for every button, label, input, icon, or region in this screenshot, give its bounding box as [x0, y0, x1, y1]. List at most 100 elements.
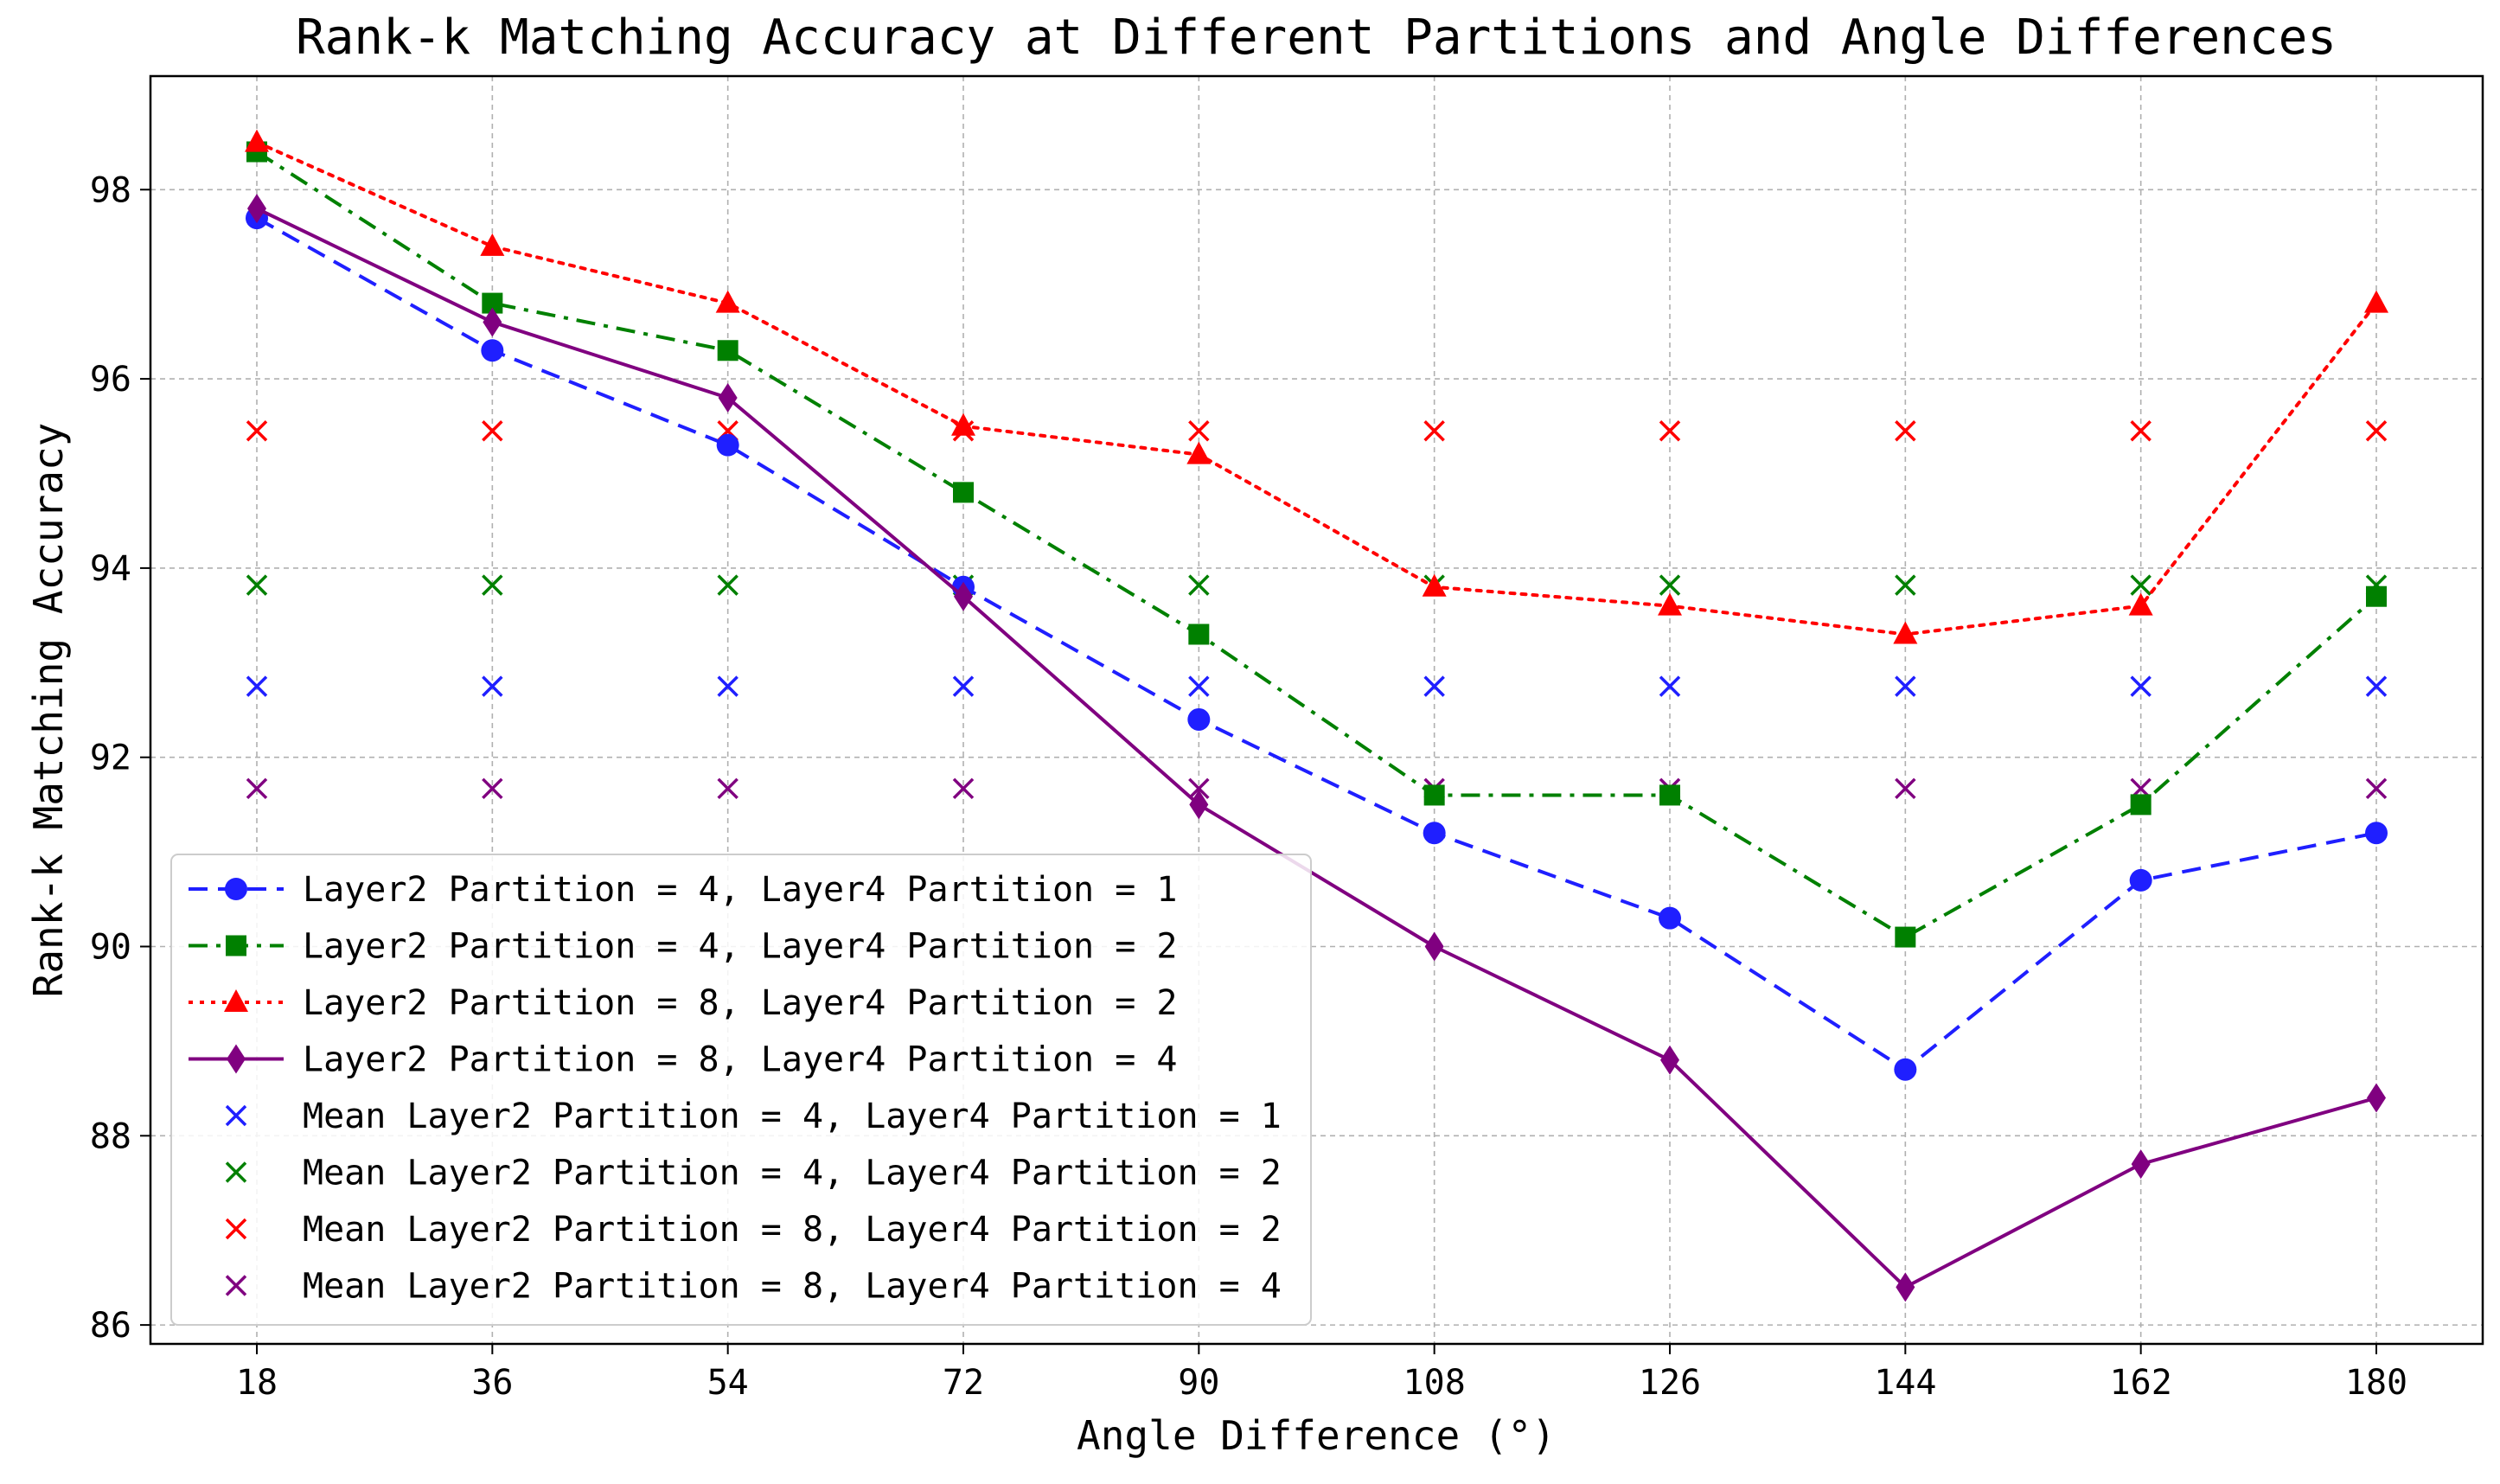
x-tick-label: 72 [943, 1363, 984, 1403]
series-4-point [483, 307, 502, 337]
mean-marker-4 [1895, 777, 1916, 800]
series-3-point [2364, 290, 2388, 313]
y-axis-label: Rank-k Matching Accuracy [25, 423, 72, 998]
series-4-point [1660, 1045, 1679, 1075]
series-1-point [1423, 822, 1446, 845]
x-tick-label: 90 [1178, 1363, 1219, 1403]
x-tick-label: 144 [1874, 1363, 1936, 1403]
x-tick-label: 18 [236, 1363, 278, 1403]
x-tick-label: 180 [2345, 1363, 2407, 1403]
x-tick-label: 162 [2110, 1363, 2172, 1403]
mean-marker-1 [717, 675, 738, 697]
y-tick-label: 94 [90, 549, 131, 589]
series-line-2 [255, 150, 2378, 939]
mean-marker-1 [952, 675, 975, 697]
y-tick-label: 96 [90, 360, 131, 400]
series-2-point [2366, 585, 2387, 607]
legend-entry: Mean Layer2 Partition = 8, Layer4 Partit… [225, 1267, 1282, 1307]
legend-label: Layer2 Partition = 4, Layer4 Partition =… [303, 927, 1177, 967]
series-2-point [1423, 784, 1445, 806]
series-1-point [481, 339, 504, 362]
series-3-point [480, 233, 505, 256]
mean-marker-1 [1423, 675, 1445, 697]
series-2-point [1188, 624, 1210, 645]
mean-marker-3 [1659, 420, 1681, 442]
mean-markers [246, 420, 2388, 800]
mean-marker-1 [2365, 675, 2388, 697]
x-axis-label: Angle Difference (°) [1077, 1412, 1556, 1459]
series-3-point [715, 290, 740, 313]
mean-marker-3 [2365, 420, 2388, 442]
mean-marker-2 [1659, 574, 1681, 596]
x-tick-label: 108 [1403, 1363, 1466, 1403]
legend-entry: Mean Layer2 Partition = 4, Layer4 Partit… [225, 1154, 1282, 1193]
series-1-point [1894, 1058, 1917, 1081]
series-4-point [2367, 1083, 2386, 1113]
series-4-point [1189, 790, 1209, 820]
legend-swatch-marker [224, 989, 248, 1012]
mean-marker-4 [1188, 777, 1210, 800]
series-1-point [1187, 707, 1211, 731]
legend-entry: Layer2 Partition = 4, Layer4 Partition =… [189, 870, 1177, 910]
mean-marker-2 [1188, 574, 1210, 596]
legend-entry: Mean Layer2 Partition = 4, Layer4 Partit… [225, 1097, 1282, 1136]
mean-marker-4 [717, 777, 738, 800]
legend-entry: Layer2 Partition = 4, Layer4 Partition =… [189, 927, 1177, 967]
mean-marker-1 [246, 675, 268, 697]
series-line-3 [255, 140, 2378, 636]
mean-marker-4 [952, 777, 975, 800]
mean-marker-1 [482, 675, 503, 697]
series-4-point [1896, 1272, 1915, 1302]
legend-label: Layer2 Partition = 8, Layer4 Partition =… [303, 983, 1177, 1023]
plot-area [149, 74, 2484, 1346]
y-tick-label: 88 [90, 1116, 131, 1156]
legend-swatch-marker [225, 878, 247, 900]
mean-marker-2 [1895, 574, 1916, 596]
series-4-point [718, 382, 738, 413]
mean-marker-4 [246, 777, 268, 800]
legend-label: Layer2 Partition = 8, Layer4 Partition =… [303, 1040, 1177, 1080]
series-line-4 [256, 207, 2377, 1289]
series-2-point [1895, 926, 1916, 948]
legend-swatch-marker [226, 935, 246, 956]
series-3-point [951, 413, 975, 436]
series-1-point [716, 433, 739, 457]
legend-entry: Layer2 Partition = 8, Layer4 Partition =… [189, 983, 1177, 1023]
mean-marker-2 [246, 574, 268, 596]
legend-label: Layer2 Partition = 4, Layer4 Partition =… [303, 870, 1177, 910]
mean-marker-2 [2130, 574, 2152, 596]
mean-marker-1 [1659, 675, 1681, 697]
x-tick-label: 36 [471, 1363, 513, 1403]
legend-label: Mean Layer2 Partition = 4, Layer4 Partit… [303, 1097, 1282, 1136]
series-3-point [1186, 441, 1212, 464]
mean-marker-4 [2365, 777, 2388, 800]
mean-marker-3 [246, 420, 268, 442]
series-2-point [717, 340, 738, 361]
legend-label: Mean Layer2 Partition = 8, Layer4 Partit… [303, 1267, 1282, 1307]
legend-swatch-marker [225, 1104, 247, 1127]
legend-swatch-marker [225, 1218, 247, 1240]
mean-marker-1 [2130, 675, 2152, 697]
mean-marker-2 [717, 574, 738, 596]
mean-marker-3 [1423, 420, 1445, 442]
legend-swatch-marker [225, 1275, 247, 1296]
mean-marker-3 [2130, 420, 2152, 442]
chart-title: Rank-k Matching Accuracy at Different Pa… [296, 10, 2337, 66]
series-line-1 [256, 216, 2377, 1071]
mean-marker-1 [1895, 675, 1916, 697]
legend-swatch-marker [227, 1044, 246, 1074]
series-3-point [2128, 592, 2153, 616]
series-3-point [1893, 621, 1918, 644]
legend-label: Mean Layer2 Partition = 4, Layer4 Partit… [303, 1154, 1282, 1193]
mean-marker-3 [1188, 420, 1210, 442]
series-4-point [1424, 931, 1444, 962]
legend-label: Mean Layer2 Partition = 8, Layer4 Partit… [303, 1210, 1282, 1250]
legend-entry: Layer2 Partition = 8, Layer4 Partition =… [189, 1040, 1177, 1080]
mean-marker-4 [482, 777, 503, 800]
series-1-point [1659, 906, 1681, 930]
y-tick-label: 98 [90, 170, 131, 210]
series-4-point [2131, 1149, 2151, 1180]
y-tick-label: 86 [90, 1306, 131, 1346]
